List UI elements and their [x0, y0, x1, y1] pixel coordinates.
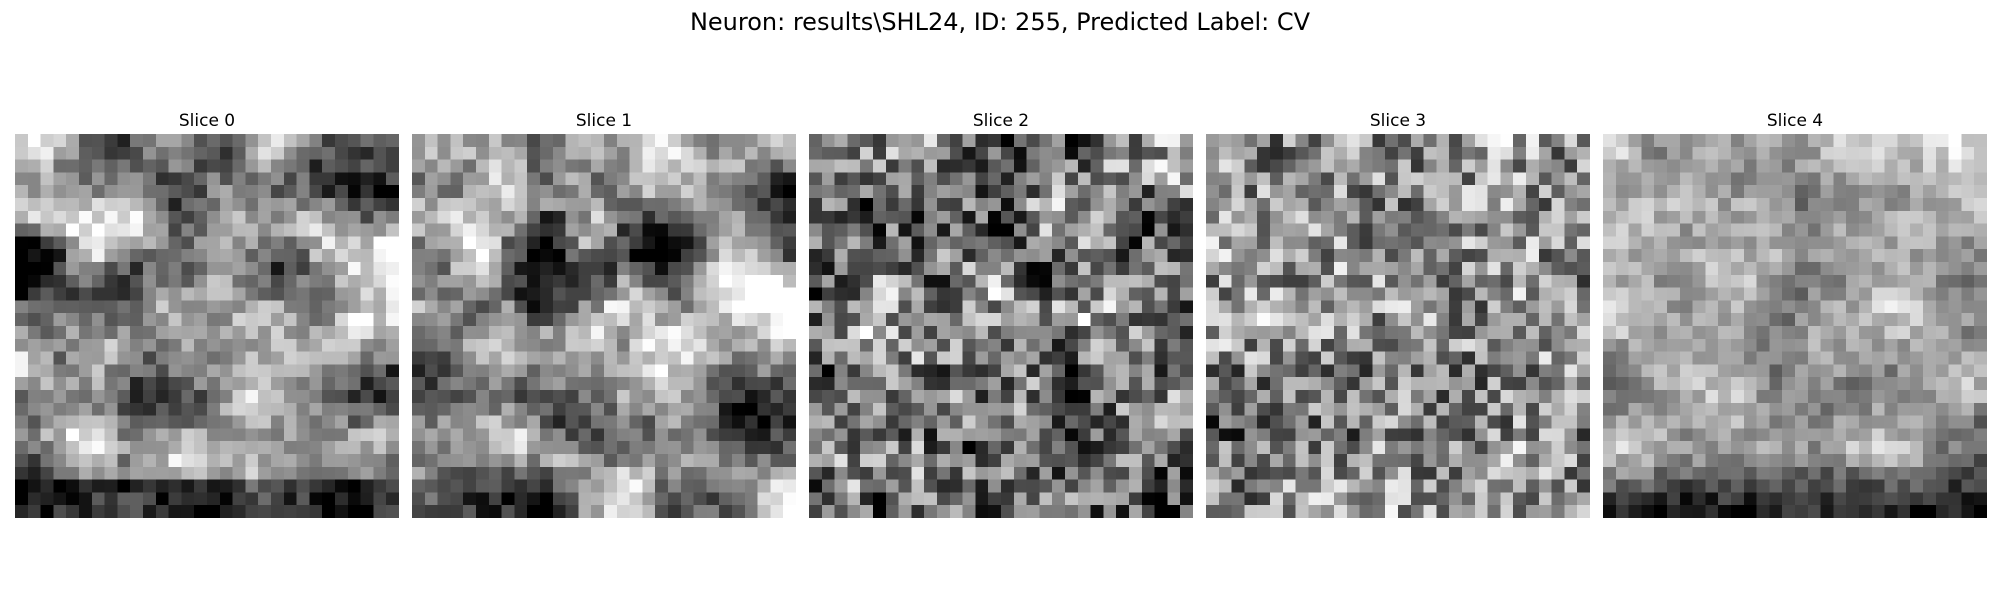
- slice-title: Slice 0: [178, 111, 236, 131]
- slice-title: Slice 3: [1369, 111, 1427, 131]
- slice-title: Slice 1: [575, 111, 633, 131]
- slice-title: Slice 2: [972, 111, 1030, 131]
- slice-panel-0: Slice 0: [15, 108, 399, 518]
- slice-image-2: [809, 134, 1193, 518]
- slice-image-3: [1206, 134, 1590, 518]
- slice-panel-4: Slice 4: [1603, 108, 1987, 518]
- slice-panel-1: Slice 1: [412, 108, 796, 518]
- slice-image-4: [1603, 134, 1987, 518]
- slice-image-1: [412, 134, 796, 518]
- slice-panel-3: Slice 3: [1206, 108, 1590, 518]
- figure-title: Neuron: results\SHL24, ID: 255, Predicte…: [689, 8, 1311, 36]
- slice-title: Slice 4: [1766, 111, 1824, 131]
- slice-panel-2: Slice 2: [809, 108, 1193, 518]
- slice-image-0: [15, 134, 399, 518]
